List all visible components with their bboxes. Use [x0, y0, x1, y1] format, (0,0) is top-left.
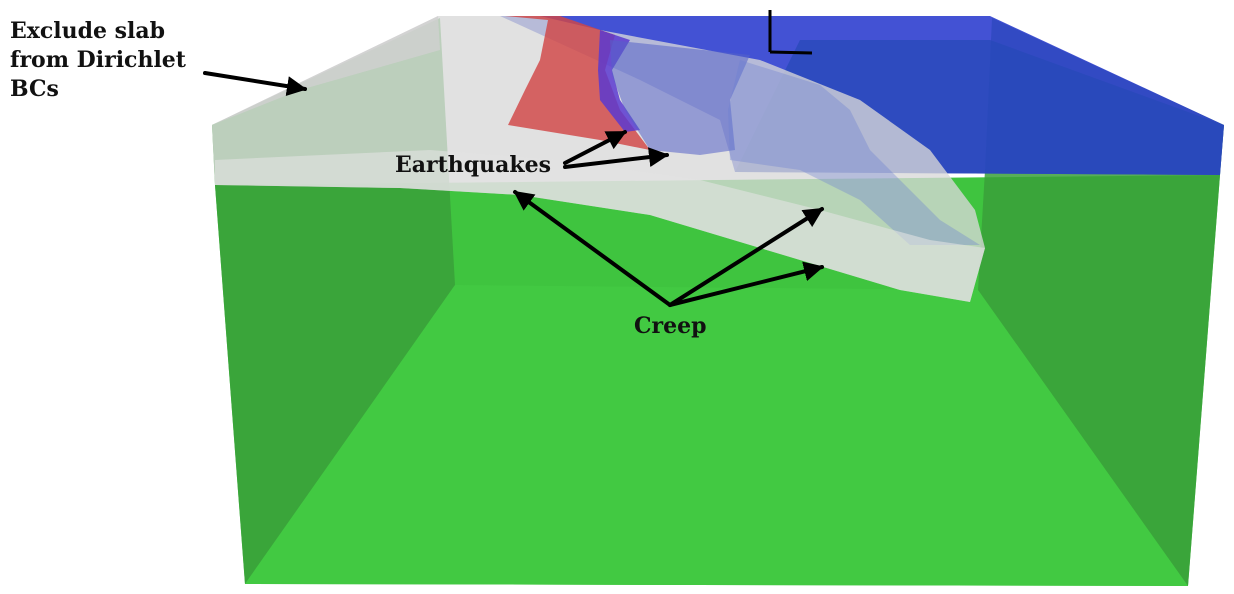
label-exclude-line1: Exclude slab	[10, 18, 165, 44]
label-exclude-line2: from Dirichlet	[10, 47, 187, 73]
slab-blue-overlay	[610, 40, 750, 155]
axis-corner-icon	[768, 10, 813, 55]
box-center-face	[245, 285, 1188, 586]
arrow-creep-1	[513, 190, 672, 307]
labels: Exclude slab from Dirichlet BCs Earthqua…	[10, 18, 706, 339]
arrow-creep-2	[668, 207, 824, 307]
label-exclude-line3: BCs	[10, 76, 59, 102]
arrow-creep-3	[668, 261, 824, 307]
label-creep: Creep	[634, 313, 706, 339]
slab-upper-left	[212, 16, 440, 125]
subducting-slab	[212, 16, 985, 302]
earthquake-patch-purple	[598, 30, 640, 132]
slab-lower-band	[215, 150, 985, 302]
arrow-earthquake-1	[563, 130, 627, 165]
arrow-exclude-slab	[203, 71, 307, 97]
arrow-earthquake-2	[563, 147, 669, 169]
label-earthquakes: Earthquakes	[395, 152, 551, 178]
annotation-arrows	[203, 71, 824, 307]
slab-blue-overlay-2	[728, 60, 980, 245]
